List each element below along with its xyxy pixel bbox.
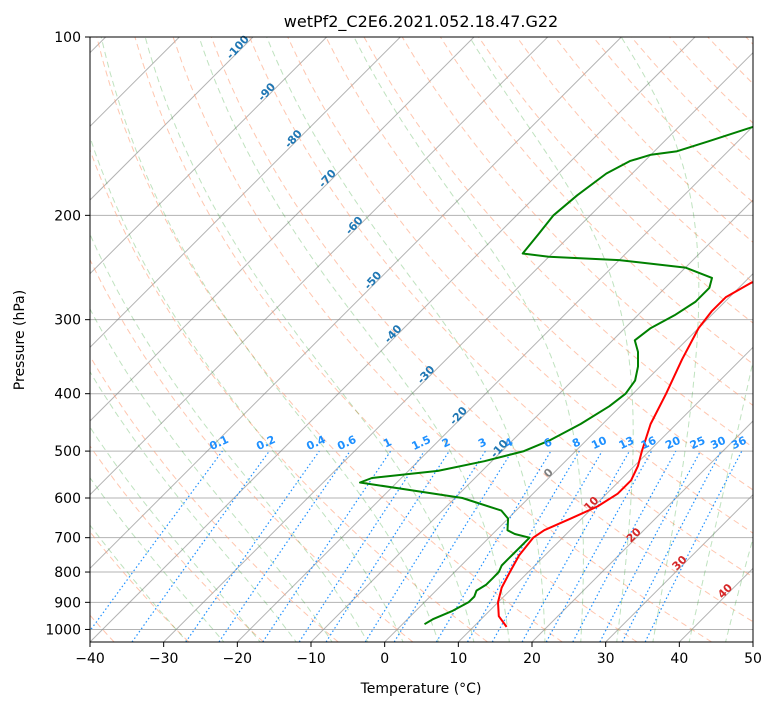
y-tick-label: 700	[54, 531, 81, 547]
y-tick-label: 300	[54, 313, 81, 329]
mixing-ratio-line	[218, 450, 351, 642]
mixing-ratio-label: 13	[617, 434, 636, 452]
x-tick-label: 0	[380, 651, 389, 667]
mixing-ratio-line	[262, 450, 392, 642]
moist-adiabat-line	[725, 536, 753, 642]
dewpoint-line	[359, 125, 753, 626]
mixing-ratio-label: 25	[688, 434, 707, 452]
moist-adiabat-line	[469, 37, 634, 642]
moist-adiabat-line	[100, 37, 440, 642]
mixing-ratio-line	[131, 450, 270, 642]
moist-adiabat-line	[620, 37, 700, 642]
moist-adiabat-line	[90, 524, 188, 642]
dry-adiabat-line	[90, 445, 264, 642]
dry-adiabat-line	[210, 37, 753, 623]
isotherm-line	[163, 51, 753, 642]
temperature-line	[497, 280, 753, 628]
moist-adiabat-line	[144, 37, 475, 642]
plot-background	[90, 37, 753, 642]
mixing-ratio-label: 16	[639, 434, 659, 452]
moist-adiabat-line	[90, 476, 225, 642]
dry-adiabat-line	[90, 258, 414, 642]
moist-adiabat-line	[90, 370, 297, 642]
plot-frame	[89, 36, 754, 643]
isotherm-line	[90, 37, 696, 642]
x-tick-label: 40	[670, 651, 688, 667]
moist-adiabat-line	[90, 232, 369, 642]
x-tick-label: −20	[223, 651, 253, 667]
mixing-ratio-line	[644, 450, 743, 642]
dry-adiabat-line	[96, 37, 563, 642]
x-tick-label: 20	[523, 651, 541, 667]
isotherm-line	[531, 420, 753, 642]
isotherm-line	[90, 37, 254, 201]
y-tick-label: 200	[54, 208, 81, 224]
isotherm-line	[90, 37, 622, 570]
mixing-ratio-label: 10	[589, 434, 609, 452]
isotherm-line	[457, 346, 753, 642]
mixing-ratio-label: 36	[729, 434, 749, 452]
y-tick-label: 100	[54, 30, 81, 46]
profile-lines	[359, 125, 753, 628]
mixing-ratio-line	[393, 450, 513, 642]
mixing-ratio-line	[521, 450, 631, 642]
mixing-ratio-label: 20	[663, 434, 683, 452]
isotherm-line	[90, 37, 549, 496]
dry-adiabat-line	[287, 37, 753, 534]
mixing-ratio-line	[545, 450, 653, 642]
dry-adiabat-line	[325, 37, 753, 491]
x-axis-label: Temperature (°C)	[360, 681, 482, 697]
mixing-ratio-line	[572, 450, 677, 642]
isotherm-line	[605, 493, 753, 642]
y-tick-label: 400	[54, 387, 81, 403]
moist-adiabat-line	[90, 308, 333, 642]
isotherm-line	[236, 125, 753, 642]
y-tick-label: 500	[54, 444, 81, 460]
mixing-ratio-line	[185, 450, 320, 642]
y-tick-label: 800	[54, 565, 81, 581]
mixing-ratio-line	[325, 450, 450, 642]
dry-adiabat-line	[90, 355, 339, 642]
x-tick-label: −10	[296, 651, 326, 667]
grid-lines	[90, 37, 753, 642]
moist-adiabat-line	[198, 37, 510, 642]
mixing-ratio-label: 30	[709, 434, 729, 452]
y-tick-label: 600	[54, 491, 81, 507]
x-tick-label: 10	[449, 651, 467, 667]
isotherm-line	[90, 37, 475, 422]
moist-adiabat-line	[90, 426, 261, 642]
mixing-ratio-line	[298, 450, 425, 642]
isotherm-line	[384, 272, 753, 642]
axes: −40 −30 −20 −10 0 10 20 30 40 50 100 200 300 400 500 60…	[45, 30, 762, 667]
dry-adiabat-line	[134, 37, 638, 642]
x-tick-label: −40	[75, 651, 105, 667]
y-tick-label: 1000	[45, 622, 81, 638]
moist-adiabat-line	[90, 135, 404, 642]
dry-adiabat-line	[516, 37, 753, 284]
x-tick-label: 30	[597, 651, 615, 667]
x-tick-label: 50	[744, 651, 762, 667]
moist-adiabat-line	[353, 37, 584, 642]
chart-title: wetPf2_C2E6.2021.052.18.47.G22	[284, 12, 558, 32]
isotherm-line	[310, 199, 753, 642]
isotherm-line	[90, 37, 328, 275]
moist-adiabat-line	[688, 358, 753, 642]
y-tick-label: 900	[54, 595, 81, 611]
x-tick-label: −30	[149, 651, 179, 667]
y-axis-label: Pressure (hPa)	[12, 290, 28, 390]
dry-adiabat-line	[172, 37, 712, 642]
mixing-ratio-line	[90, 450, 223, 632]
